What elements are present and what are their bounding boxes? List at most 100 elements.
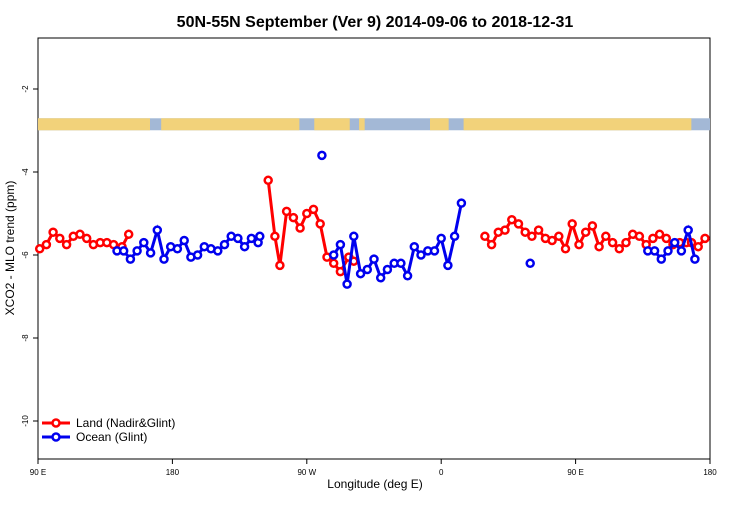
y-tick-label: -4: [21, 168, 30, 176]
data-point: [132, 246, 142, 256]
data-point: [513, 219, 524, 229]
data-point: [335, 239, 346, 250]
y-axis-label: XCO2 - MLO trend (ppm): [3, 181, 17, 316]
data-point: [75, 229, 85, 240]
land-band-4: [430, 118, 449, 131]
x-tick-label: 0: [439, 468, 444, 477]
data-point: [547, 235, 557, 246]
data-point: [34, 244, 45, 254]
data-point: [246, 233, 257, 244]
data-point: [656, 254, 667, 264]
data-point: [649, 246, 660, 256]
data-point: [172, 244, 183, 254]
data-point: [486, 239, 497, 250]
data-point: [255, 231, 265, 242]
data-point: [587, 221, 598, 231]
data-point: [402, 271, 413, 281]
data-point: [270, 231, 280, 242]
data-point: [554, 231, 564, 242]
data-point: [567, 219, 577, 229]
y-tick-label: -8: [21, 334, 30, 342]
x-tick-label: 90 W: [297, 468, 316, 477]
data-point: [648, 233, 658, 244]
data-point: [607, 237, 618, 248]
land-band-2: [314, 118, 350, 131]
data-point: [213, 246, 223, 256]
data-point: [683, 225, 693, 235]
data-point: [61, 239, 72, 250]
data-point: [342, 279, 352, 289]
data-point: [634, 231, 645, 242]
data-point: [560, 244, 571, 254]
data-point: [48, 227, 58, 237]
data-point: [281, 206, 292, 217]
y-tick-label: -2: [21, 85, 30, 93]
series-land: [34, 175, 710, 277]
data-point: [500, 225, 510, 235]
data-point: [443, 260, 453, 271]
land-band-5: [463, 118, 692, 131]
data-point: [382, 264, 393, 275]
data-point: [614, 244, 625, 254]
data-point: [416, 250, 426, 260]
legend-marker: [51, 432, 61, 442]
data-point: [239, 241, 250, 252]
data-point: [317, 150, 327, 161]
series-layer: [34, 150, 710, 289]
data-point: [621, 237, 631, 248]
data-point: [533, 225, 544, 235]
data-point: [700, 233, 710, 244]
data-point: [507, 214, 517, 225]
data-point: [594, 241, 604, 252]
series-ocean: [112, 150, 700, 289]
y-axis-ticks: -2 -4 -6 -8 -10: [21, 85, 38, 427]
legend-marker: [51, 418, 61, 428]
data-point: [145, 248, 156, 258]
data-point: [349, 231, 359, 242]
data-point: [409, 241, 420, 252]
data-point: [456, 198, 467, 208]
data-point: [480, 231, 490, 242]
data-point: [295, 223, 305, 233]
land-band-0: [38, 118, 150, 131]
data-point: [81, 233, 92, 244]
data-point: [520, 227, 530, 237]
data-point: [693, 241, 703, 252]
x-tick-label: 90 E: [30, 468, 46, 477]
legend-label: Land (Nadir&Glint): [76, 416, 175, 430]
data-point: [315, 219, 325, 229]
chart-title: 50N-55N September (Ver 9) 2014-09-06 to …: [177, 14, 574, 31]
data-point: [263, 175, 273, 186]
series-line: [332, 202, 463, 285]
data-point: [362, 264, 373, 275]
data-point: [663, 246, 673, 256]
y-tick-label: -10: [21, 415, 30, 427]
legend-label: Ocean (Glint): [76, 430, 147, 444]
data-point: [396, 258, 406, 269]
data-point: [654, 229, 665, 240]
x-tick-label: 180: [703, 468, 717, 477]
data-point: [55, 233, 65, 244]
data-point: [118, 246, 129, 256]
data-point: [302, 208, 312, 219]
data-point: [139, 237, 149, 248]
data-point: [308, 204, 319, 215]
data-point: [574, 239, 584, 250]
data-point: [219, 239, 230, 250]
data-point: [369, 254, 379, 264]
data-point: [275, 260, 285, 271]
data-point: [527, 231, 537, 242]
data-point: [233, 233, 243, 244]
data-point: [159, 254, 169, 264]
data-point: [355, 268, 366, 279]
x-tick-label: 180: [166, 468, 180, 477]
data-point: [525, 258, 535, 269]
data-point: [335, 266, 346, 277]
data-point: [123, 229, 134, 240]
data-point: [449, 231, 460, 242]
data-point: [690, 254, 700, 264]
x-axis-label: Longitude (deg E): [327, 477, 422, 491]
data-point: [669, 237, 680, 248]
